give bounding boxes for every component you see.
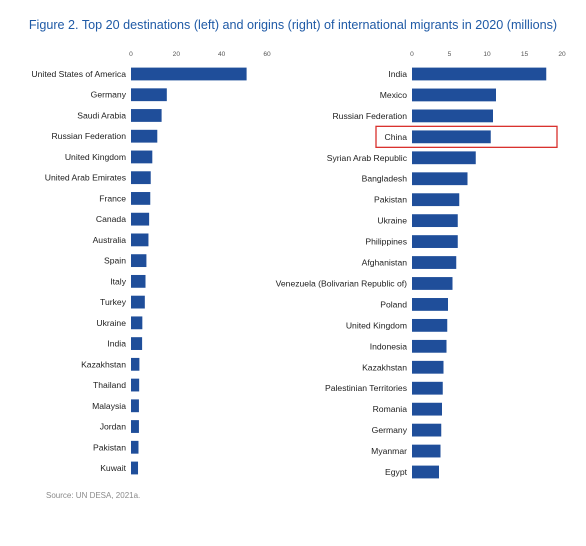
origins-panel: 0 5 10 15 20 India Mexico Russian Federation Chi… bbox=[276, 51, 566, 479]
category-label: Kazakhstan bbox=[362, 362, 407, 372]
category-label: Russian Federation bbox=[51, 131, 126, 141]
x-tick-label: 5 bbox=[448, 51, 452, 58]
highlight-box bbox=[375, 125, 558, 148]
bar-egypt bbox=[412, 465, 439, 479]
category-label: Bangladesh bbox=[362, 174, 408, 184]
category-label: Indonesia bbox=[370, 341, 407, 351]
bar-jordan bbox=[131, 420, 139, 433]
bar-turkey bbox=[131, 295, 145, 309]
category-label: Poland bbox=[380, 299, 407, 309]
bar-philippines bbox=[412, 235, 458, 248]
bar-united-kingdom bbox=[412, 318, 448, 332]
category-label: Malaysia bbox=[92, 401, 126, 411]
bar-mexico bbox=[412, 88, 496, 102]
category-label: Ukraine bbox=[96, 318, 126, 328]
category-label: Spain bbox=[104, 256, 126, 266]
bar-united-states-of-america bbox=[131, 67, 247, 81]
x-tick-label: 0 bbox=[410, 51, 414, 58]
bar-kuwait bbox=[131, 461, 139, 475]
category-label: United Kingdom bbox=[346, 320, 407, 330]
category-label: Thailand bbox=[93, 380, 126, 390]
bar-pakistan bbox=[131, 440, 139, 454]
figure-source: Source: UN DESA, 2021a. bbox=[46, 491, 141, 500]
category-label: Jordan bbox=[100, 422, 126, 432]
x-tick-label: 20 bbox=[173, 51, 181, 58]
bar-united-kingdom bbox=[131, 150, 153, 164]
category-label: Turkey bbox=[100, 297, 127, 307]
bar-france bbox=[131, 192, 151, 205]
x-tick-label: 10 bbox=[483, 51, 491, 58]
bar-germany bbox=[131, 88, 167, 102]
bar-myanmar bbox=[412, 444, 441, 458]
category-label: Canada bbox=[96, 214, 126, 224]
category-label: Saudi Arabia bbox=[77, 110, 126, 120]
bar-poland bbox=[412, 298, 448, 311]
bar-germany bbox=[412, 423, 442, 437]
bar-pakistan bbox=[412, 193, 460, 207]
category-label: Germany bbox=[372, 425, 408, 435]
bar-venezuela-bolivarian-republic-of bbox=[412, 277, 453, 290]
x-tick-label: 15 bbox=[521, 51, 529, 58]
category-label: Pakistan bbox=[374, 195, 407, 205]
category-label: Russian Federation bbox=[332, 111, 407, 121]
category-label: Pakistan bbox=[93, 442, 126, 452]
bar-russian-federation bbox=[412, 109, 493, 123]
bar-saudi-arabia bbox=[131, 109, 162, 122]
category-label: Mexico bbox=[380, 90, 407, 100]
bar-india bbox=[131, 337, 143, 350]
category-label: Venezuela (Bolivarian Republic of) bbox=[276, 278, 408, 288]
bar-afghanistan bbox=[412, 256, 457, 269]
bar-indonesia bbox=[412, 339, 447, 353]
destinations-panel: 0 20 40 60 United States of America Germany Sa… bbox=[31, 51, 271, 475]
bar-united-arab-emirates bbox=[131, 171, 151, 185]
category-label: Australia bbox=[93, 235, 127, 245]
bar-china bbox=[412, 130, 491, 144]
bar-italy bbox=[131, 274, 146, 288]
category-label: Syrian Arab Republic bbox=[327, 153, 408, 163]
x-tick-label: 20 bbox=[558, 51, 566, 58]
bar-malaysia bbox=[131, 399, 139, 413]
x-tick-label: 40 bbox=[218, 51, 226, 58]
bar-bangladesh bbox=[412, 172, 468, 186]
category-label: United States of America bbox=[31, 69, 126, 79]
bar-spain bbox=[131, 254, 147, 268]
category-label: Kuwait bbox=[100, 463, 126, 473]
bar-canada bbox=[131, 212, 150, 226]
bar-australia bbox=[131, 233, 149, 247]
category-label: United Kingdom bbox=[65, 152, 126, 162]
bar-india bbox=[412, 67, 547, 81]
bar-palestinian-territories bbox=[412, 381, 443, 395]
category-label: Kazakhstan bbox=[81, 359, 126, 369]
category-label: Germany bbox=[91, 90, 127, 100]
category-label: France bbox=[99, 193, 126, 203]
x-tick-label: 0 bbox=[129, 51, 133, 58]
figure-title: Figure 2. Top 20 destinations (left) and… bbox=[28, 18, 558, 32]
bar-kazakhstan bbox=[131, 357, 140, 371]
category-label: China bbox=[385, 132, 408, 142]
bar-russian-federation bbox=[131, 129, 158, 143]
category-label: Myanmar bbox=[371, 446, 407, 456]
bar-kazakhstan bbox=[412, 360, 444, 374]
bar-ukraine bbox=[131, 316, 143, 330]
category-label: Philippines bbox=[365, 237, 407, 247]
category-label: India bbox=[388, 69, 407, 79]
category-label: Ukraine bbox=[377, 216, 407, 226]
bar-thailand bbox=[131, 378, 140, 392]
bar-ukraine bbox=[412, 214, 458, 228]
x-tick-label: 60 bbox=[263, 51, 271, 58]
category-label: Italy bbox=[110, 276, 126, 286]
category-label: Romania bbox=[373, 404, 408, 414]
bar-romania bbox=[412, 402, 442, 416]
category-label: Afghanistan bbox=[362, 258, 408, 268]
category-label: India bbox=[107, 339, 126, 349]
bar-syrian-arab-republic bbox=[412, 151, 476, 165]
category-label: United Arab Emirates bbox=[45, 173, 126, 183]
category-label: Egypt bbox=[385, 467, 408, 477]
category-label: Palestinian Territories bbox=[325, 383, 407, 393]
